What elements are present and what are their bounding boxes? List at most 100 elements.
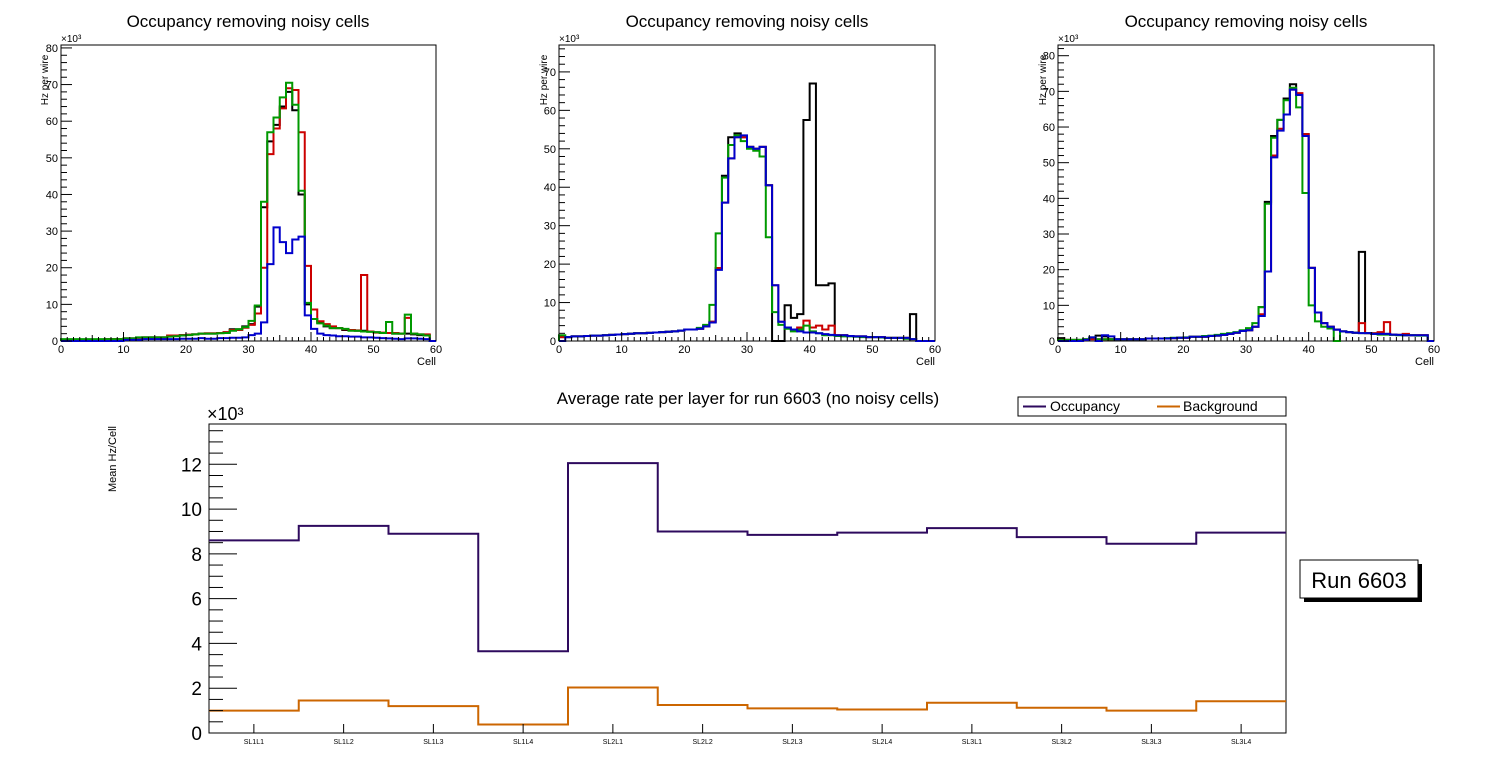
x-category-label: SL1L2 xyxy=(334,739,354,746)
series-occupancy xyxy=(209,462,1286,653)
x-category-label: SL2L2 xyxy=(693,739,713,746)
y-tick-label: 10 xyxy=(46,299,58,311)
y-axis-label: Hz per wire xyxy=(40,54,51,105)
plot-frame xyxy=(208,423,1287,734)
x-tick-label: 0 xyxy=(1055,344,1061,356)
run-label-text: Run 6603 xyxy=(1311,568,1406,593)
run-label-box xyxy=(1299,559,1419,599)
y-tick-label: 10 xyxy=(1043,300,1055,312)
y-tick-label: 40 xyxy=(1043,193,1055,205)
y-tick-label: 20 xyxy=(544,259,556,271)
x-category-label: SL3L4 xyxy=(1231,739,1251,746)
histogram-panel-1 xyxy=(60,44,437,342)
y-tick-label: 2 xyxy=(191,679,202,700)
plot-frame xyxy=(1057,44,1435,342)
y-tick-label: 50 xyxy=(46,153,58,165)
y-tick-label: 10 xyxy=(544,298,556,310)
panel-title: Occupancy removing noisy cells xyxy=(626,12,869,31)
y-tick-label: 0 xyxy=(52,336,58,348)
series-black xyxy=(558,82,935,342)
y-tick-label: 20 xyxy=(46,263,58,275)
y-tick-label: 60 xyxy=(1043,122,1055,134)
x-tick-label: 40 xyxy=(1303,344,1315,356)
legend-box xyxy=(1017,396,1287,417)
series-blue xyxy=(559,134,935,342)
legend xyxy=(1017,396,1287,417)
x-tick-label: 40 xyxy=(804,344,816,356)
y-exponent: ×10³ xyxy=(207,404,244,424)
y-tick-label: 70 xyxy=(544,67,556,79)
y-tick-label: 80 xyxy=(1043,51,1055,63)
x-category-label: SL3L3 xyxy=(1141,739,1161,746)
y-tick-label: 50 xyxy=(544,144,556,156)
x-tick-label: 50 xyxy=(367,344,379,356)
y-tick-label: 70 xyxy=(1043,86,1055,98)
x-category-label: SL1L3 xyxy=(423,739,443,746)
y-tick-label: 0 xyxy=(550,336,556,348)
x-tick-label: 50 xyxy=(866,344,878,356)
y-tick-label: 30 xyxy=(544,221,556,233)
series-blue xyxy=(61,226,436,342)
x-tick-label: 10 xyxy=(616,344,628,356)
panel-title: Occupancy removing noisy cells xyxy=(127,12,370,31)
x-tick-label: 0 xyxy=(58,344,64,356)
x-tick-label: 20 xyxy=(678,344,690,356)
y-tick-label: 6 xyxy=(191,590,202,611)
y-tick-label: 10 xyxy=(181,500,202,521)
y-tick-label: 4 xyxy=(191,634,202,655)
y-tick-label: 50 xyxy=(1043,158,1055,170)
series-blue xyxy=(1058,88,1434,342)
x-tick-label: 10 xyxy=(117,344,129,356)
x-tick-label: 60 xyxy=(1428,344,1440,356)
x-tick-label: 10 xyxy=(1115,344,1127,356)
plot-frame xyxy=(558,44,936,342)
y-exponent: ×10³ xyxy=(61,34,82,45)
legend-label-background: Background xyxy=(1183,398,1258,414)
y-tick-label: 0 xyxy=(1049,336,1055,348)
x-axis-label: Cell xyxy=(916,356,935,368)
legend-label-occupancy: Occupancy xyxy=(1050,398,1120,414)
y-axis-label: Hz per wire xyxy=(539,54,550,105)
y-tick-label: 40 xyxy=(46,189,58,201)
y-tick-label: 30 xyxy=(46,226,58,238)
series-green xyxy=(558,134,935,342)
y-tick-label: 8 xyxy=(191,545,202,566)
y-tick-label: 12 xyxy=(181,455,202,476)
y-axis-label: Hz per wire xyxy=(1038,54,1049,105)
series-green xyxy=(1057,86,1434,342)
x-category-label: SL3L1 xyxy=(962,739,982,746)
x-tick-label: 60 xyxy=(929,344,941,356)
x-tick-label: 60 xyxy=(430,344,442,356)
series-red xyxy=(558,136,935,342)
summary-panel xyxy=(208,423,1287,734)
y-exponent: ×10³ xyxy=(1058,34,1079,45)
y-tick-label: 80 xyxy=(46,43,58,55)
y-tick-label: 40 xyxy=(544,182,556,194)
x-tick-label: 40 xyxy=(305,344,317,356)
y-tick-label: 60 xyxy=(544,105,556,117)
x-axis-label: Cell xyxy=(1415,356,1434,368)
series-black xyxy=(1057,83,1434,342)
x-tick-label: 30 xyxy=(242,344,254,356)
x-tick-label: 20 xyxy=(180,344,192,356)
summary-title: Average rate per layer for run 6603 (no … xyxy=(557,389,939,408)
plot-frame xyxy=(60,44,437,342)
y-tick-label: 70 xyxy=(46,80,58,92)
x-category-label: SL2L1 xyxy=(603,739,623,746)
y-tick-label: 20 xyxy=(1043,265,1055,277)
x-tick-label: 20 xyxy=(1177,344,1189,356)
x-tick-label: 30 xyxy=(741,344,753,356)
y-tick-label: 0 xyxy=(191,724,202,745)
y-tick-label: 30 xyxy=(1043,229,1055,241)
x-category-label: SL3L2 xyxy=(1052,739,1072,746)
x-axis-label: Cell xyxy=(417,356,436,368)
histogram-panel-2 xyxy=(558,44,936,342)
x-tick-label: 30 xyxy=(1240,344,1252,356)
x-category-label: SL2L3 xyxy=(782,739,802,746)
run-label xyxy=(1299,559,1422,602)
x-tick-label: 0 xyxy=(556,344,562,356)
series-red xyxy=(60,87,436,342)
x-category-label: SL1L1 xyxy=(244,739,264,746)
histogram-panel-3 xyxy=(1057,44,1435,342)
